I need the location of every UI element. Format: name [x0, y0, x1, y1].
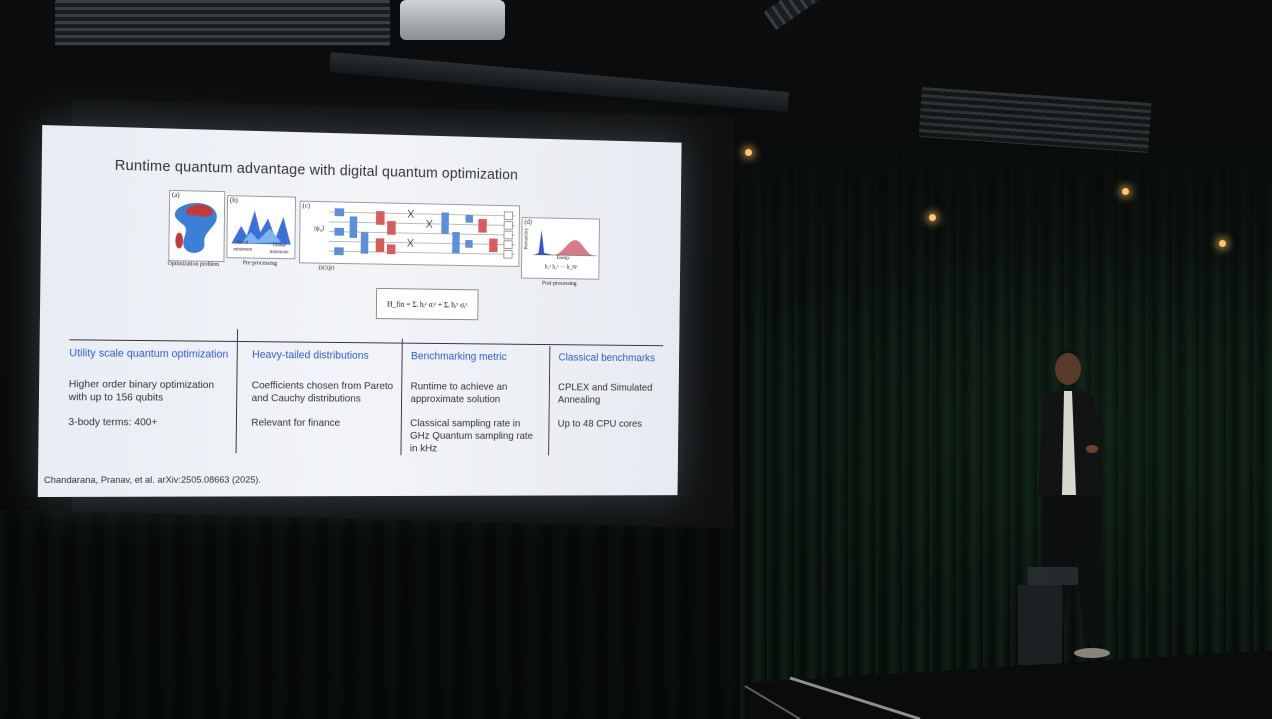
auditorium-scene: Runtime quantum advantage with digital q…	[0, 0, 1272, 719]
stage-edge	[0, 0, 1272, 719]
